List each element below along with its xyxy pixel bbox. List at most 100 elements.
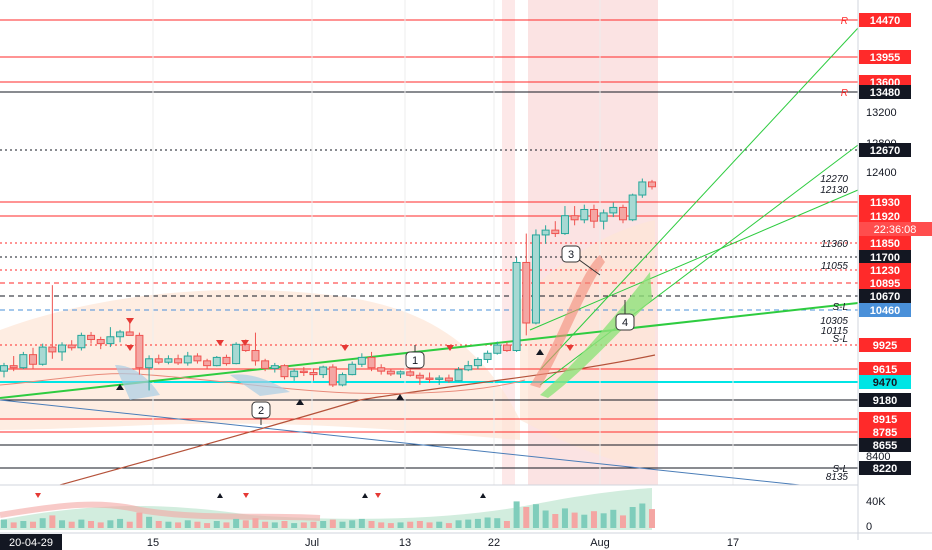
candle-body <box>38 346 47 365</box>
level-label: 12270 <box>820 174 848 185</box>
buy-signal-icon <box>296 399 304 405</box>
price-tag-label: 11850 <box>870 238 900 250</box>
level-label: R <box>841 16 848 27</box>
volume-bar <box>542 510 549 528</box>
volume-bar <box>300 522 307 528</box>
trendline <box>529 189 859 331</box>
candle-body <box>541 229 550 236</box>
price-tag-label: 8220 <box>873 463 897 475</box>
volume-signal-icon <box>375 493 381 498</box>
volume-bar <box>649 509 655 528</box>
candle-body <box>154 358 163 363</box>
candle-body <box>183 355 192 364</box>
volume-bar <box>88 521 95 528</box>
candle-body <box>406 371 415 376</box>
volume-bar <box>20 521 27 528</box>
candle-body <box>48 346 57 353</box>
candle-body <box>29 354 38 365</box>
candle-body <box>444 377 453 382</box>
candle-body <box>522 261 531 324</box>
candle-body <box>638 181 647 196</box>
level-label: 10305 <box>820 316 848 327</box>
volume-bar <box>455 520 462 528</box>
candle-body <box>203 360 212 367</box>
volume-bar <box>445 523 452 528</box>
candle-body <box>357 356 366 365</box>
candle-body <box>232 343 241 365</box>
volume-bar <box>146 516 153 528</box>
candle-body <box>164 358 173 363</box>
candle-body <box>512 261 521 352</box>
cursor-date-tag <box>0 534 62 550</box>
sell-signal-icon <box>216 340 224 346</box>
volume-bar <box>194 521 201 528</box>
price-tag-label: 8655 <box>873 440 897 452</box>
sell-signal-icon <box>126 345 134 351</box>
volume-bar <box>378 522 385 528</box>
annotation-badge <box>251 401 271 419</box>
time-axis[interactable]: 20-04-29 15 Jul 13 22 Aug 17 <box>0 532 932 550</box>
candle-body <box>483 352 492 360</box>
candle-body <box>145 358 154 369</box>
volume-bar <box>281 521 288 528</box>
candle-body <box>599 212 608 222</box>
time-tick-label: 13 <box>399 537 411 549</box>
volume-axis-label: 0 <box>866 521 872 533</box>
volume-bar <box>581 514 588 528</box>
volume-bar <box>97 522 104 528</box>
volume-bar <box>271 522 278 528</box>
volume-bar <box>523 507 530 528</box>
price-tick-label: 12400 <box>866 167 897 179</box>
sell-signal-icon <box>241 340 249 346</box>
price-tag-label: 9615 <box>873 364 897 376</box>
annotation-badge <box>615 313 635 331</box>
price-axis[interactable]: 8400124001280013200RR1227012130113601105… <box>820 0 932 540</box>
level-label: 10115 <box>821 326 849 337</box>
annotation-label: 1 <box>412 355 418 367</box>
time-tick-label: 22 <box>488 537 500 549</box>
volume-bar <box>329 519 336 528</box>
time-tick-label: 17 <box>727 537 739 549</box>
price-tag <box>859 303 911 317</box>
volume-bar <box>252 518 259 528</box>
price-tag <box>859 289 911 303</box>
price-tag <box>859 195 911 209</box>
candle-body <box>135 334 144 369</box>
volume-bar <box>426 522 433 528</box>
price-tag-label: 8915 <box>873 414 897 426</box>
volume-bar <box>320 521 327 528</box>
volume-signal-icon <box>243 493 249 498</box>
candle-body <box>0 365 8 372</box>
volume-bar <box>503 521 510 528</box>
candle-body <box>589 208 598 222</box>
volume-bar <box>368 521 375 528</box>
annotation-label: 4 <box>622 317 628 329</box>
price-tag-label: 12670 <box>870 145 901 157</box>
price-tag <box>859 375 911 389</box>
volume-bar <box>30 521 37 528</box>
volume-bar <box>561 508 568 528</box>
level-label: 11360 <box>821 239 849 250</box>
trendline <box>0 399 801 486</box>
sell-signal-icon <box>566 345 574 351</box>
volume-signal-icon <box>35 493 41 498</box>
price-tag-label: 14470 <box>870 15 901 27</box>
volume-bar <box>10 522 17 528</box>
volume-bar <box>407 521 414 528</box>
volume-bar <box>387 523 394 528</box>
time-tick-label: Jul <box>305 537 319 549</box>
price-tag-label: 11230 <box>870 265 900 277</box>
price-tag-label: 8785 <box>873 427 897 439</box>
volume-bar <box>397 522 404 528</box>
price-tag <box>859 461 911 475</box>
volume-bar <box>610 509 617 528</box>
volume-bar <box>68 521 75 528</box>
price-tag-label: 11930 <box>870 197 900 209</box>
price-tag <box>859 338 911 352</box>
candlestick-series[interactable] <box>0 178 656 391</box>
trendline <box>539 27 859 371</box>
volume-bar <box>494 518 501 528</box>
price-tag <box>859 425 911 439</box>
candle-body <box>551 229 560 235</box>
